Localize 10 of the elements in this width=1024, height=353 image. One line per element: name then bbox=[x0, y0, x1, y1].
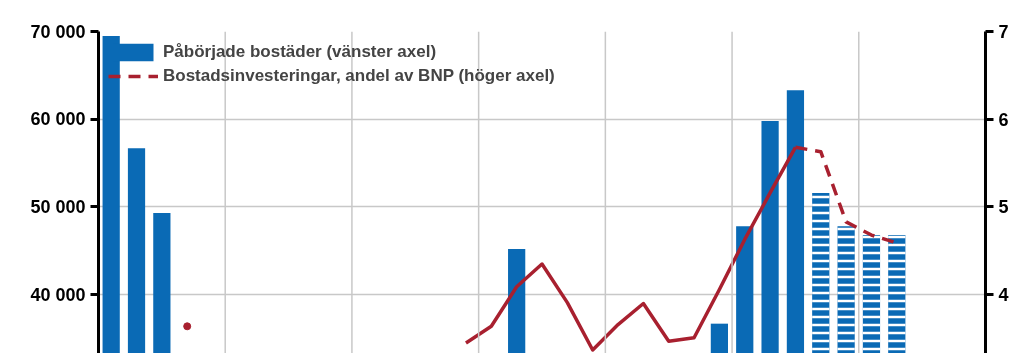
y-tick-label: 40 000 bbox=[30, 284, 86, 305]
y-tick-label: 70 000 bbox=[30, 21, 86, 42]
y2-tick-label: 4 bbox=[998, 285, 1009, 306]
y-tick-label: 60 000 bbox=[30, 109, 86, 130]
y2-tick-label: 6 bbox=[998, 109, 1009, 130]
legend-label: Påbörjade bostäder (vänster axel) bbox=[163, 42, 437, 62]
y2-tick-label: 5 bbox=[998, 197, 1009, 218]
y2-tick-label: 7 bbox=[998, 22, 1009, 42]
legend-label: Bostadsinvesteringar, andel av BNP (höger axel) bbox=[163, 66, 555, 86]
y-tick-label: 50 000 bbox=[30, 196, 86, 217]
